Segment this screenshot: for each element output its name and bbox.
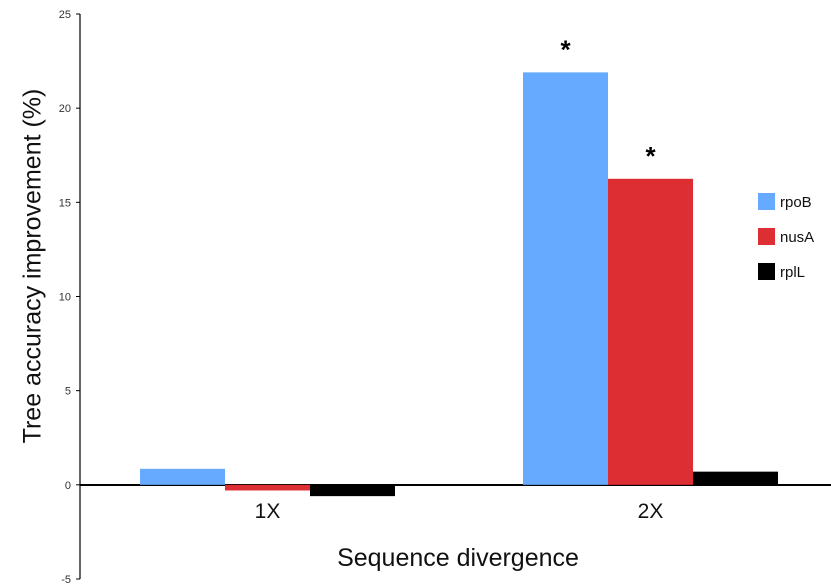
legend: rpoB nusA rplL: [758, 193, 814, 281]
x-tick-label-1X: 1X: [255, 500, 281, 523]
y-tick-label: -5: [61, 574, 71, 586]
category-labels: 1X 2X: [255, 500, 664, 523]
y-axis: 25 20 15 10 5 0 -5: [59, 9, 81, 586]
y-tick-label: 10: [59, 292, 71, 304]
legend-swatch-rpoB: [758, 193, 775, 210]
bars: [140, 72, 778, 497]
x-tick-label-2X: 2X: [638, 500, 664, 523]
y-tick-label: 15: [59, 197, 71, 209]
bar-nusA-1X: [225, 484, 310, 491]
significance-markers: **: [560, 34, 656, 170]
bar-nusA-2X: [608, 178, 693, 485]
legend-label-nusA: nusA: [780, 229, 814, 246]
legend-label-rplL: rplL: [780, 264, 805, 281]
y-axis-title: Tree accuracy improvement (%): [19, 89, 47, 444]
y-tick-labels: 25 20 15 10 5 0 -5: [59, 9, 80, 586]
bar-rpoB-1X: [140, 468, 225, 485]
y-tick-label: 5: [65, 386, 71, 398]
legend-swatch-nusA: [758, 228, 775, 245]
y-tick-label: 20: [59, 103, 71, 115]
legend-swatch-rplL: [758, 263, 775, 280]
legend-label-rpoB: rpoB: [780, 194, 812, 211]
x-axis-title: Sequence divergence: [337, 544, 579, 572]
bar-rplL-1X: [310, 484, 395, 497]
y-tick-label: 0: [65, 480, 71, 492]
significance-star: *: [645, 141, 656, 171]
y-tick-label: 25: [59, 9, 71, 21]
significance-star: *: [560, 34, 571, 64]
bar-rpoB-2X: [523, 72, 608, 485]
bar-rplL-2X: [693, 471, 778, 485]
